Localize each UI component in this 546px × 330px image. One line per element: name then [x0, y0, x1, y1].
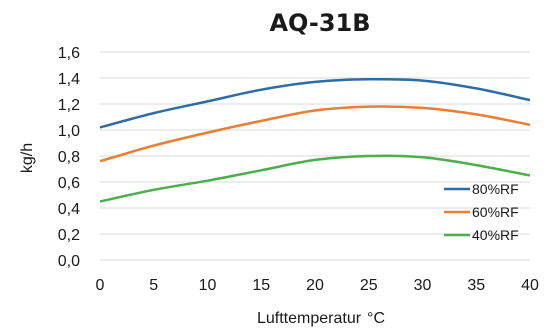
x-tick-label: 10 [199, 277, 217, 294]
x-axis-label-unit: °C [367, 310, 385, 327]
y-tick-label: 1,0 [58, 123, 80, 140]
x-tick-labels: 0 5 10 15 20 25 30 35 40 [96, 277, 539, 294]
x-tick-label: 40 [521, 277, 539, 294]
x-tick-label: 25 [360, 277, 378, 294]
y-tick-label: 0,4 [58, 201, 80, 218]
x-tick-label: 30 [414, 277, 432, 294]
series-lines [99, 77, 531, 203]
x-tick-label: 15 [252, 277, 270, 294]
legend-label-2: 60%RF [472, 204, 519, 220]
y-axis-label: kg/h [19, 143, 36, 173]
x-tick-label: 20 [306, 277, 324, 294]
legend-label-1: 80%RF [472, 181, 519, 197]
series-line-3 [99, 154, 531, 203]
x-tick-label: 5 [149, 277, 158, 294]
y-tick-label: 0,0 [58, 253, 80, 270]
y-tick-label: 1,4 [58, 71, 80, 88]
y-tick-label: 1,2 [58, 97, 80, 114]
y-tick-label: 1,6 [58, 45, 80, 62]
series-line-1 [99, 77, 531, 129]
gridlines [100, 51, 530, 261]
y-tick-labels: 0,0 0,2 0,4 0,6 0,8 1,0 1,2 1,4 1,6 [58, 45, 80, 270]
y-tick-label: 0,2 [58, 227, 80, 244]
x-axis-label-text: Lufttemperatur [257, 310, 362, 327]
series-line-2 [99, 105, 531, 163]
y-tick-label: 0,8 [58, 149, 80, 166]
x-axis-label: Lufttemperatur °C [257, 310, 385, 327]
x-tick-label: 0 [96, 277, 105, 294]
x-tick-label: 35 [467, 277, 485, 294]
y-tick-label: 0,6 [58, 175, 80, 192]
legend: 80%RF 60%RF 40%RF [444, 181, 519, 243]
legend-label-3: 40%RF [472, 227, 519, 243]
chart-title: AQ-31B [269, 9, 370, 37]
